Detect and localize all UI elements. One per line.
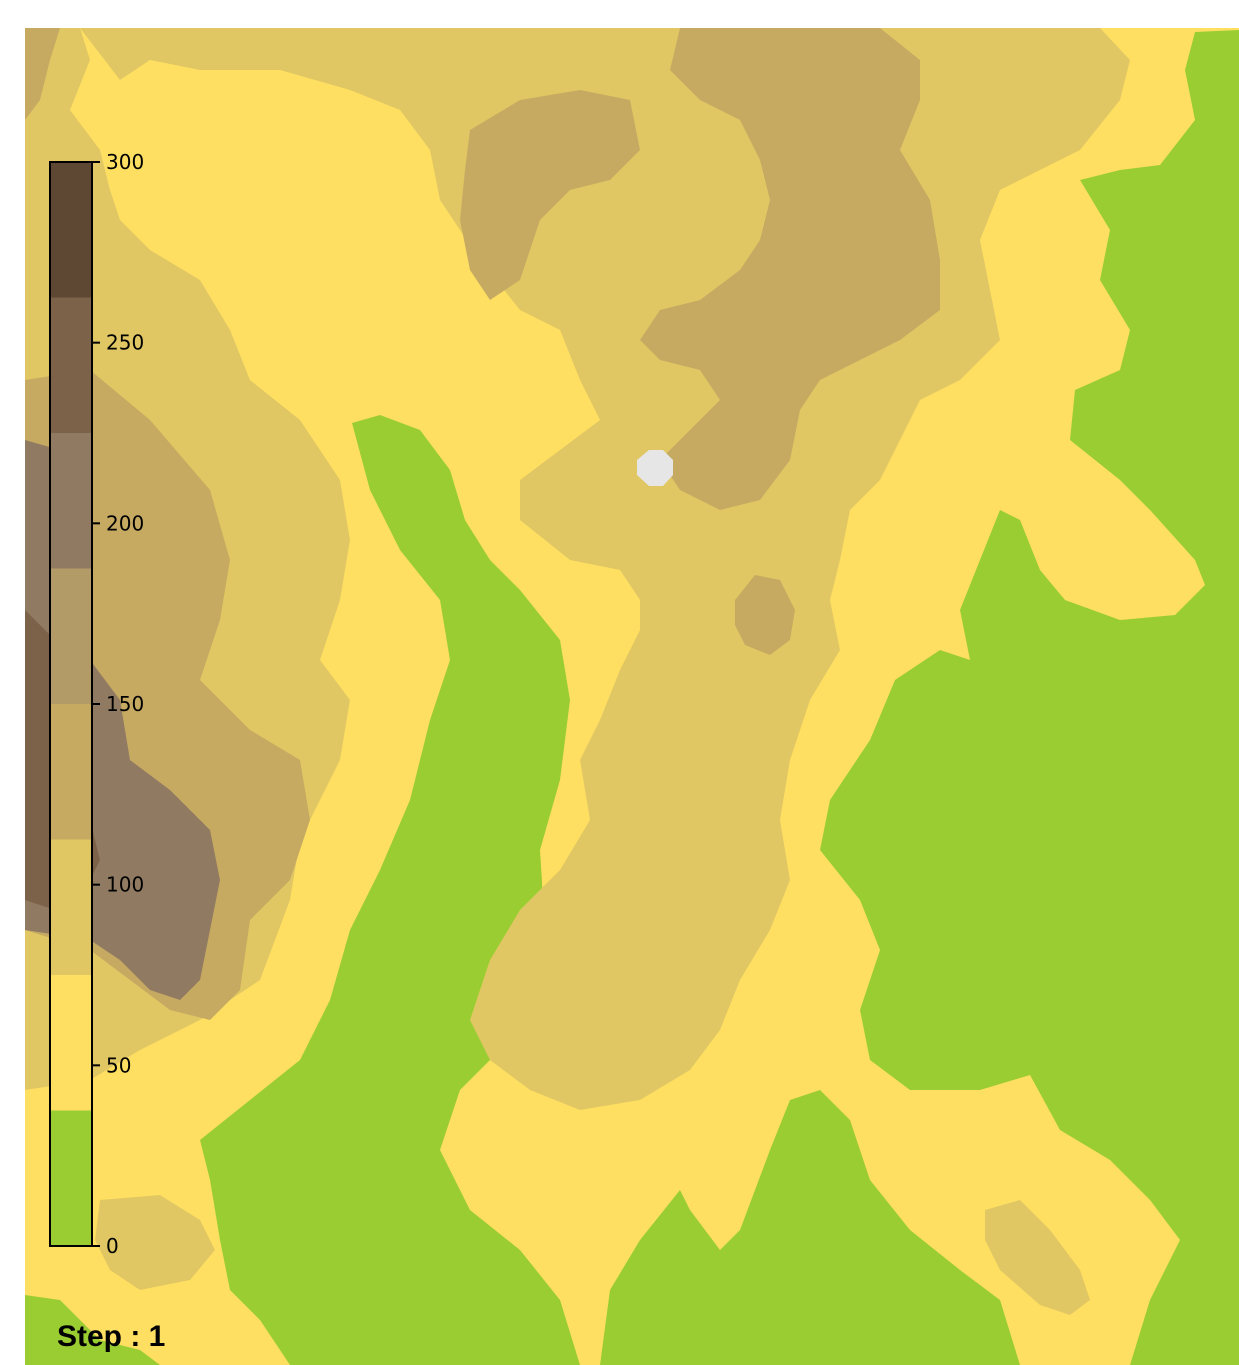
legend-tick-label-50: 50 [106, 1053, 131, 1077]
lowland-region-southwest [25, 1295, 160, 1365]
lowland-region-south [600, 1090, 1020, 1365]
ridge-region-150-west [25, 28, 60, 120]
ridge-region-150-northeast [640, 28, 940, 510]
terrain-elevation-layer [25, 28, 1239, 1365]
legend-tick-label-100: 100 [106, 873, 144, 897]
legend-tick-label-300: 300 [106, 150, 144, 174]
step-counter: Step : 1 [57, 1320, 166, 1353]
elevation-legend: 0 50 100 150 200 250 300 [49, 150, 144, 1258]
legend-band-5 [50, 433, 92, 569]
legend-band-1 [50, 975, 92, 1111]
lowland-region-center [200, 415, 580, 1365]
legend-band-4 [50, 568, 92, 704]
legend-tick-label-250: 250 [106, 331, 144, 355]
legend-tick-label-200: 200 [106, 511, 144, 535]
legend-tick-label-150: 150 [106, 692, 144, 716]
lowland-region-east [820, 30, 1239, 1365]
legend-band-6 [50, 297, 92, 433]
ridge-region-150-north [460, 90, 640, 300]
legend-tick-label-0: 0 [106, 1234, 119, 1258]
highland-knoll-southwest [95, 1195, 215, 1290]
legend-band-3 [50, 704, 92, 840]
ridge-knoll-150-center [735, 575, 795, 655]
legend-band-7 [50, 162, 92, 298]
legend-band-2 [50, 839, 92, 975]
highland-knoll-southeast [985, 1200, 1090, 1315]
legend-band-0 [50, 1110, 92, 1246]
position-marker [637, 450, 673, 486]
